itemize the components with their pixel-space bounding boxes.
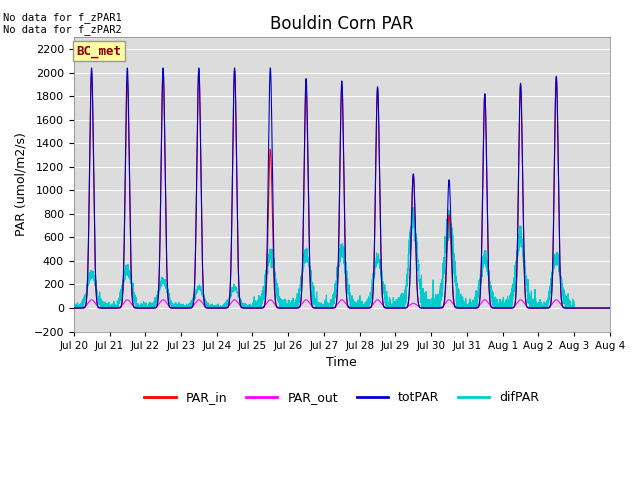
- Y-axis label: PAR (umol/m2/s): PAR (umol/m2/s): [15, 132, 28, 236]
- Text: No data for f_zPAR2: No data for f_zPAR2: [3, 24, 122, 35]
- X-axis label: Time: Time: [326, 356, 357, 369]
- Text: BC_met: BC_met: [76, 45, 122, 58]
- Legend: PAR_in, PAR_out, totPAR, difPAR: PAR_in, PAR_out, totPAR, difPAR: [140, 386, 544, 409]
- Text: No data for f_zPAR1: No data for f_zPAR1: [3, 12, 122, 23]
- Title: Bouldin Corn PAR: Bouldin Corn PAR: [270, 15, 413, 33]
